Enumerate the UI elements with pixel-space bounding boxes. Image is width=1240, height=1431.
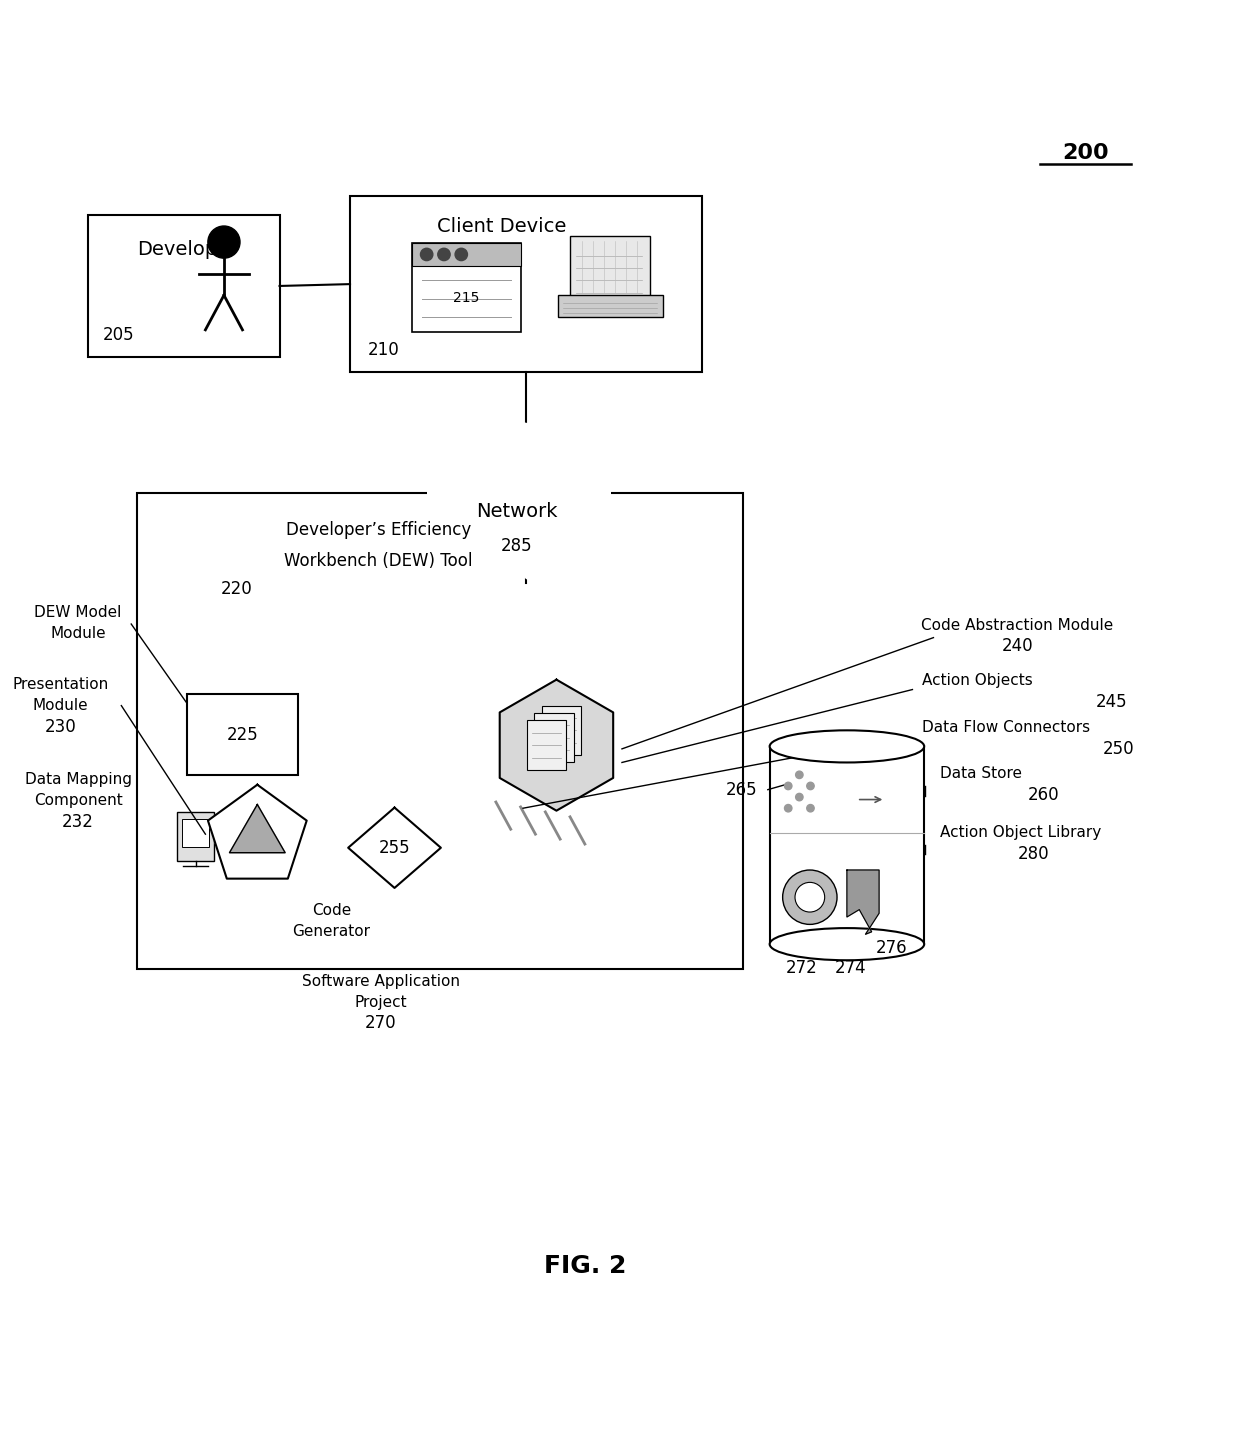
- Text: 240: 240: [1002, 637, 1033, 655]
- FancyBboxPatch shape: [427, 438, 611, 568]
- Text: Generator: Generator: [293, 924, 371, 939]
- Text: Data Store: Data Store: [940, 766, 1022, 781]
- Text: Workbench (DEW) Tool: Workbench (DEW) Tool: [284, 552, 472, 570]
- Polygon shape: [500, 680, 614, 811]
- FancyBboxPatch shape: [187, 694, 298, 774]
- Text: 220: 220: [221, 581, 252, 598]
- Text: 245: 245: [1095, 693, 1127, 711]
- Circle shape: [467, 422, 567, 521]
- Circle shape: [208, 226, 241, 258]
- FancyBboxPatch shape: [138, 494, 743, 969]
- Text: Module: Module: [51, 627, 105, 641]
- Circle shape: [782, 870, 837, 924]
- Text: 250: 250: [1102, 740, 1135, 758]
- Text: Software Application: Software Application: [301, 973, 460, 989]
- FancyBboxPatch shape: [849, 781, 893, 819]
- Circle shape: [443, 509, 517, 584]
- Circle shape: [807, 783, 815, 790]
- Text: Network: Network: [476, 502, 558, 521]
- Text: FIG. 2: FIG. 2: [543, 1254, 626, 1278]
- Text: 260: 260: [1028, 786, 1059, 804]
- Text: 232: 232: [62, 813, 94, 831]
- Circle shape: [438, 248, 450, 260]
- Text: Action Object Library: Action Object Library: [940, 826, 1101, 840]
- Text: 215: 215: [453, 290, 480, 305]
- Text: 280: 280: [1018, 844, 1049, 863]
- Text: 276: 276: [875, 939, 908, 957]
- Circle shape: [795, 883, 825, 912]
- Circle shape: [807, 804, 815, 811]
- Text: 272: 272: [785, 959, 817, 977]
- Text: Data Flow Connectors: Data Flow Connectors: [923, 720, 1090, 736]
- Circle shape: [562, 502, 626, 565]
- FancyBboxPatch shape: [177, 811, 215, 861]
- Text: DEW Model: DEW Model: [35, 605, 122, 621]
- Polygon shape: [348, 807, 441, 887]
- Text: Component: Component: [33, 793, 123, 809]
- FancyBboxPatch shape: [182, 820, 210, 847]
- FancyBboxPatch shape: [770, 747, 924, 944]
- Text: 205: 205: [103, 326, 134, 343]
- Circle shape: [527, 459, 606, 538]
- FancyBboxPatch shape: [570, 236, 651, 298]
- Circle shape: [796, 793, 804, 801]
- Text: 210: 210: [367, 341, 399, 359]
- Text: 274: 274: [835, 959, 867, 977]
- Circle shape: [785, 783, 792, 790]
- Ellipse shape: [770, 929, 924, 960]
- Polygon shape: [208, 784, 306, 879]
- FancyBboxPatch shape: [350, 196, 702, 372]
- Text: 265: 265: [727, 781, 758, 798]
- Text: 270: 270: [365, 1015, 397, 1032]
- Text: 225: 225: [227, 726, 258, 744]
- Polygon shape: [847, 870, 879, 934]
- Ellipse shape: [770, 730, 924, 763]
- Text: Project: Project: [355, 995, 407, 1010]
- FancyBboxPatch shape: [88, 215, 279, 358]
- Circle shape: [796, 771, 804, 778]
- FancyBboxPatch shape: [869, 876, 894, 913]
- Text: Developer’s Efficiency: Developer’s Efficiency: [286, 521, 471, 539]
- FancyBboxPatch shape: [412, 243, 521, 266]
- Circle shape: [455, 248, 467, 260]
- Text: 200: 200: [1063, 143, 1109, 163]
- Text: 285: 285: [501, 537, 533, 555]
- Text: Code Abstraction Module: Code Abstraction Module: [921, 618, 1114, 633]
- Text: Presentation: Presentation: [12, 677, 109, 693]
- FancyBboxPatch shape: [527, 720, 567, 770]
- Text: 230: 230: [45, 717, 77, 736]
- Text: Action Objects: Action Objects: [923, 674, 1033, 688]
- Text: Module: Module: [33, 698, 88, 713]
- Text: 255: 255: [378, 839, 410, 857]
- Circle shape: [412, 499, 474, 561]
- Circle shape: [785, 804, 792, 811]
- FancyBboxPatch shape: [534, 713, 574, 763]
- FancyBboxPatch shape: [780, 766, 820, 819]
- Text: Code: Code: [311, 903, 351, 919]
- Text: Data Mapping: Data Mapping: [25, 773, 131, 787]
- FancyBboxPatch shape: [558, 295, 662, 318]
- FancyBboxPatch shape: [542, 705, 582, 756]
- Text: Developer: Developer: [138, 240, 238, 259]
- Polygon shape: [229, 804, 285, 853]
- Circle shape: [420, 248, 433, 260]
- FancyBboxPatch shape: [412, 243, 521, 332]
- Text: Client Device: Client Device: [436, 216, 567, 236]
- Circle shape: [433, 456, 507, 529]
- Circle shape: [510, 514, 579, 584]
